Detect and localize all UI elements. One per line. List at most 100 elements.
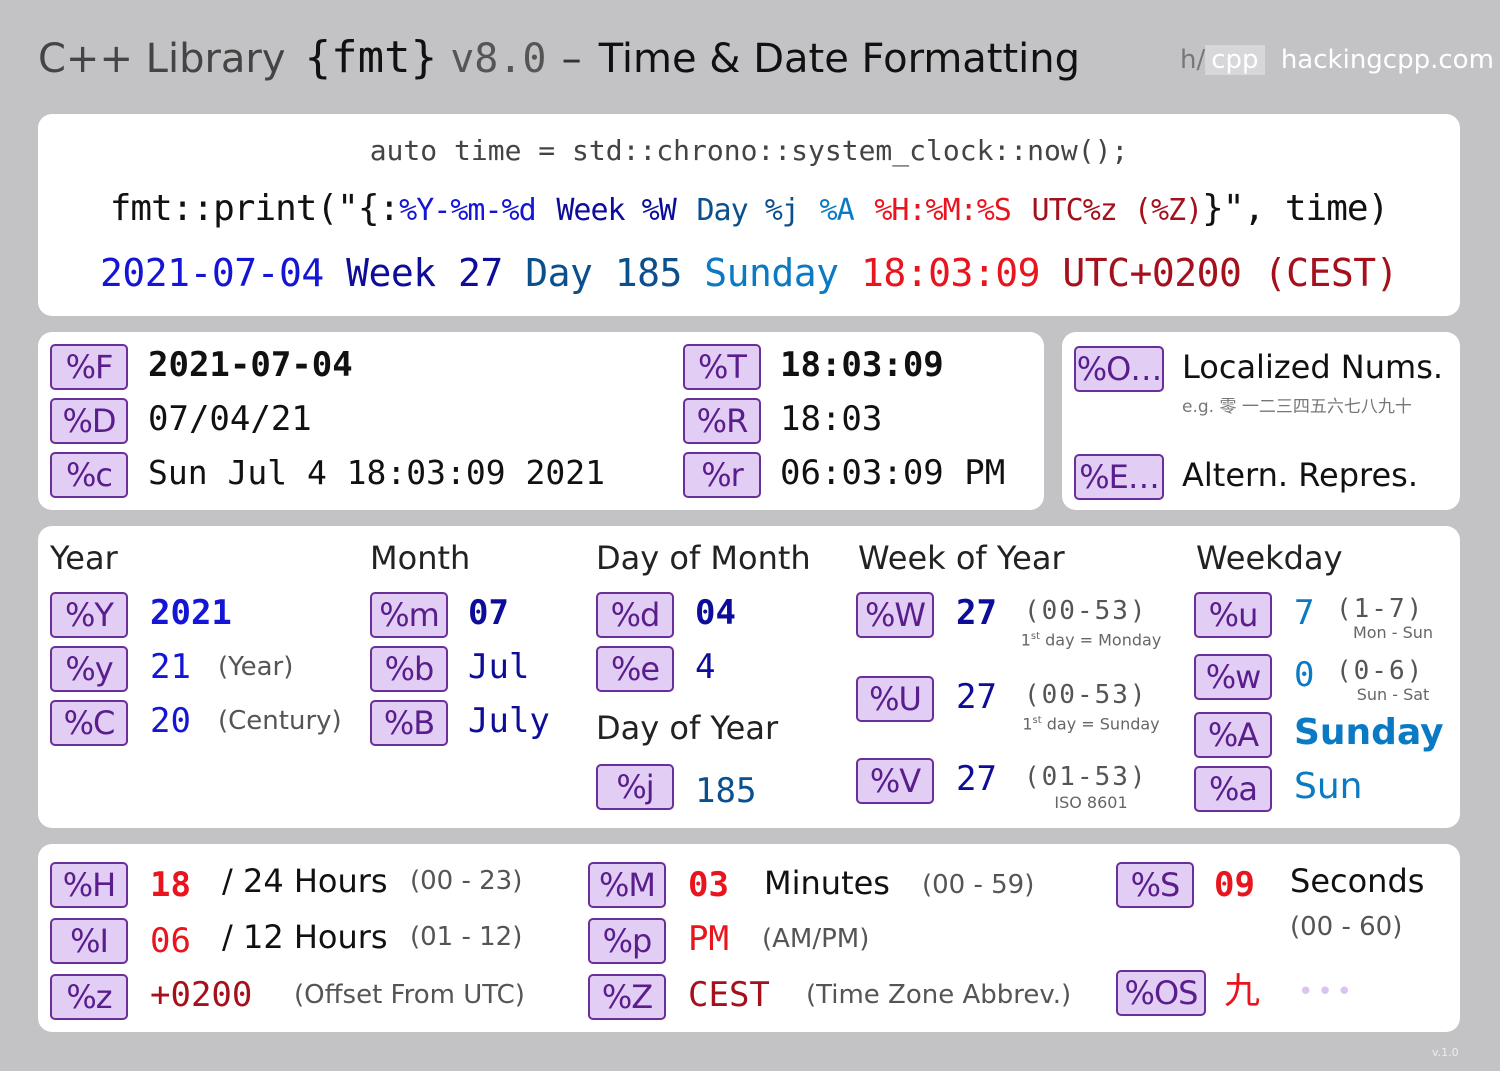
note-W-pre: 1 [1020,630,1031,650]
note-u: Mon - Sun [1352,623,1434,642]
tag-S: %S [1116,862,1194,908]
value-w: 0 [1294,655,1315,695]
print-line: fmt::print("{:%Y-%m-%d Week %W Day %j %A… [38,186,1460,234]
time-panel: %H 18 / 24 Hours (00 - 23) %I 06 / 12 Ho… [38,844,1460,1032]
value-u: 7 [1294,593,1315,633]
out-week-label: Week [346,251,436,295]
value-z: +0200 [150,975,253,1015]
value-j: 185 [695,771,757,811]
tag-C: %C [50,700,128,746]
out-time: 18:03:09 [860,251,1041,295]
title-suffix: Time & Date Formatting [598,36,1081,82]
tag-A: %A [1194,712,1272,758]
spec-time: %H:%M:%S [874,193,1011,228]
value-a: Sun [1294,766,1363,807]
note-U-post: day = Sunday [1041,714,1160,734]
tag-y: %y [50,646,128,692]
range-u: (1-7) [1336,594,1425,624]
tag-M: %M [588,862,666,908]
tag-Z: %Z [588,974,666,1020]
tag-T: %T [683,344,761,390]
heading-month: Month [370,539,471,577]
spec-weekday: %A [819,193,855,228]
note-y: (Year) [218,652,294,682]
value-V: 27 [956,759,997,799]
out-day-label: Day [525,251,593,295]
tag-m: %m [370,592,448,638]
label-I: / 12 Hours [222,918,388,956]
value-T: 18:03:09 [780,345,944,385]
value-H: 18 [150,865,191,905]
heading-day-of-year: Day of Year [596,709,779,747]
value-d: 04 [695,593,736,633]
value-c: Sun Jul 4 18:03:09 2021 [148,453,605,492]
tag-V: %V [856,758,934,804]
spec-day: Day %j [696,193,799,228]
label-H: / 24 Hours [222,862,388,900]
range-W: (00-53) [1024,596,1148,626]
tag-u: %u [1194,592,1272,638]
code-line: auto time = std::chrono::system_clock::n… [369,134,1129,167]
tag-e: %e [596,646,674,692]
title-version: v8.0 [450,36,547,82]
heading-weekday: Weekday [1196,539,1343,577]
value-m: 07 [468,593,509,633]
tag-D: %D [50,398,128,444]
value-W: 27 [956,593,997,633]
value-p: PM [688,919,729,959]
note-W-post: day = Monday [1040,630,1162,650]
heading-year: Year [50,539,118,577]
value-A: Sunday [1294,712,1444,753]
page-title: C++ Library {fmt} v8.0 – Time & Date For… [38,30,1080,86]
value-D: 07/04/21 [148,399,312,439]
brand-logo[interactable]: h/cpp hackingcpp.com [1180,40,1494,80]
output-line: 2021-07-04 Week 27 Day 185 Sunday 18:03:… [38,248,1460,298]
tag-U: %U [856,676,934,722]
value-y: 21 [150,647,191,687]
tag-w: %w [1194,654,1272,700]
tag-R: %R [683,398,761,444]
note-w: Sun - Sat [1356,685,1430,704]
value-M: 03 [688,865,729,905]
out-weekday: Sunday [704,251,839,295]
example-panel: auto time = std::chrono::system_clock::n… [38,114,1460,316]
label-M: Minutes [764,864,890,902]
note-U-pre: 1 [1022,714,1033,734]
out-week-val: 27 [458,251,503,295]
tag-F: %F [50,344,128,390]
title-fmt: {fmt} [304,32,438,83]
tag-I: %I [50,918,128,964]
tag-p: %p [588,918,666,964]
value-e: 4 [695,647,716,687]
tag-Y: %Y [50,592,128,638]
brand-site: hackingcpp.com [1280,45,1494,75]
value-B: July [468,701,550,741]
heading-day-of-month: Day of Month [596,539,811,577]
composite-panel: %F 2021-07-04 %D 07/04/21 %c Sun Jul 4 1… [38,332,1044,510]
range-V: (01-53) [1024,762,1148,792]
modifiers-panel: %O… Localized Nums. e.g. 零 一二三四五六七八九十 %E… [1062,332,1460,510]
range-I: (01 - 12) [410,922,523,952]
version-label: v.1.0 [1432,1046,1459,1059]
value-b: Jul [468,647,530,687]
range-U: (00-53) [1024,680,1148,710]
title-prefix: C++ Library [38,36,286,82]
out-day-val: 185 [614,251,683,295]
note-W-sup: st [1030,631,1041,642]
value-F: 2021-07-04 [148,345,353,385]
spec-date: %Y-%m-%d [399,193,536,228]
more-dots: ••• [1298,977,1357,1007]
note-Z: (Time Zone Abbrev.) [806,980,1072,1010]
range-H: (00 - 23) [410,866,523,896]
tag-j: %j [596,764,674,810]
example-O: e.g. 零 一二三四五六七八九十 [1182,397,1412,417]
tag-b: %b [370,646,448,692]
note-z: (Offset From UTC) [294,980,525,1010]
tag-c: %c [50,452,128,498]
brand-h: h/ [1180,45,1206,75]
spec-week: Week %W [556,193,676,228]
value-R: 18:03 [780,399,883,439]
value-C: 20 [150,701,191,741]
tag-z: %z [50,974,128,1020]
range-w: (0-6) [1336,656,1425,686]
